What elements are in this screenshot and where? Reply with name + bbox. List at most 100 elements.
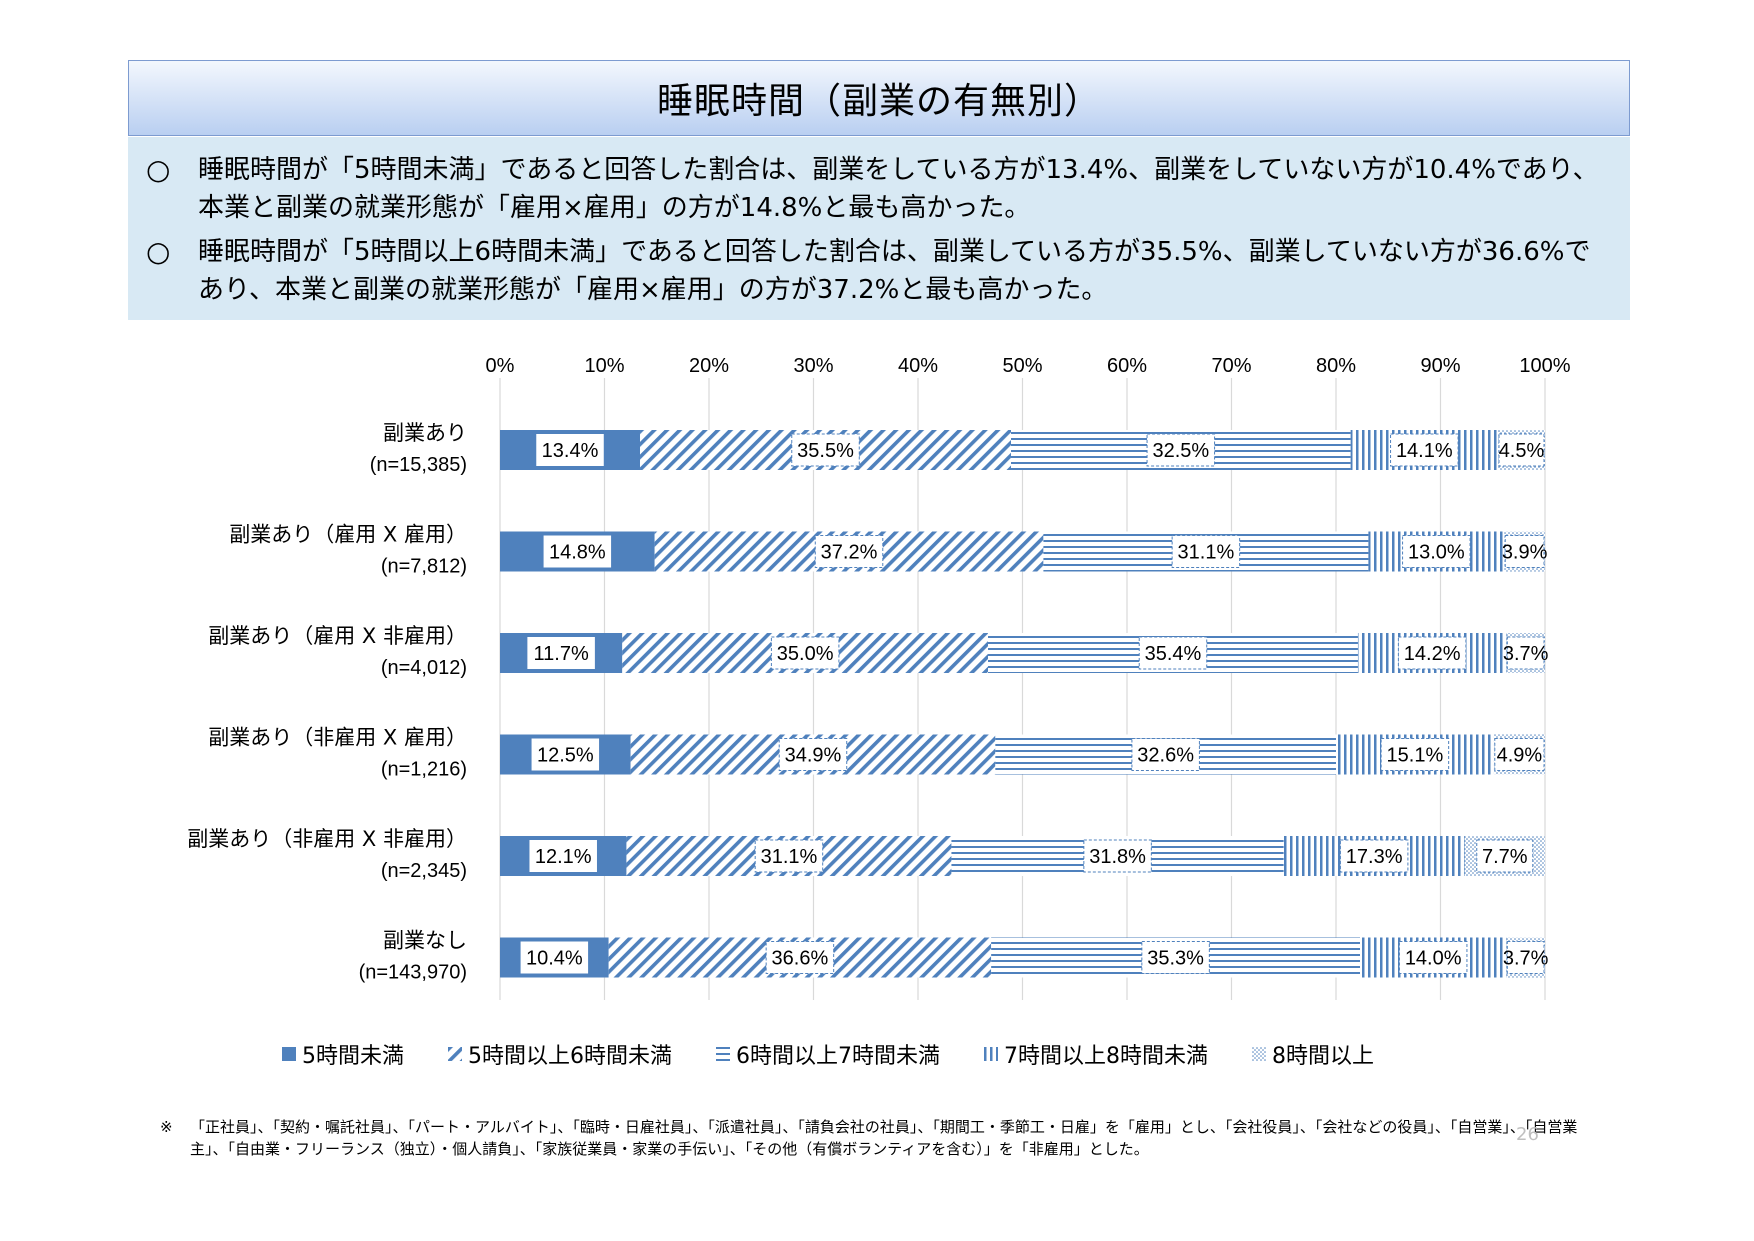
bullet-circle-icon: ○ (146, 235, 171, 268)
data-label-box (1476, 839, 1534, 873)
legend-label: 8時間以上 (1272, 1044, 1374, 1069)
data-label-box (814, 535, 884, 568)
legend-item: 5時間以上6時間未満 (448, 1038, 672, 1070)
data-label: 31.1% (761, 846, 818, 868)
legend-swatch-icon (448, 1047, 462, 1061)
data-label-box (765, 941, 835, 974)
stacked-bar-chart: 0% 10% 20% 30% 40% 50% 60% 70% 80% 90% 100% 副業あり (n… (187, 355, 1571, 1000)
x-tick-label: 60% (1107, 355, 1147, 377)
x-tick-label: 40% (898, 355, 938, 377)
x-tick-label: 20% (689, 355, 729, 377)
legend-label: 6時間以上7時間未満 (736, 1044, 940, 1069)
category-label: 副業あり（非雇用 X 雇用） (208, 726, 467, 750)
data-label: 14.1% (1396, 440, 1453, 462)
data-label-box (1138, 636, 1208, 670)
data-label-box (1339, 839, 1409, 873)
data-label-box (1397, 636, 1467, 670)
data-label: 11.7% (534, 643, 589, 665)
x-tick-label: 50% (1002, 355, 1042, 377)
data-label-box (529, 840, 597, 872)
data-label: 7.7% (1482, 846, 1528, 868)
data-label: 35.4% (1145, 643, 1202, 665)
data-label-box (527, 637, 595, 669)
bullet-circle-icon: ○ (146, 153, 171, 186)
data-label: 31.1% (1178, 542, 1235, 564)
data-label: 35.3% (1147, 948, 1204, 970)
category-label: 副業あり（雇用 X 雇用） (229, 523, 467, 547)
summary-bullet: ○ 睡眠時間が「5時間以上6時間未満」であると回答した割合は、副業している方が3… (146, 233, 1612, 309)
data-label-box (1402, 535, 1471, 568)
legend-label: 5時間以上6時間未満 (468, 1044, 672, 1069)
data-label-box (1390, 433, 1459, 467)
data-label: 32.6% (1137, 745, 1194, 767)
category-n-label: (n=7,812) (381, 556, 467, 578)
category-label: 副業あり（非雇用 X 非雇用） (187, 827, 467, 851)
x-tick-label: 80% (1316, 355, 1356, 377)
page-number: 26 (1516, 1124, 1539, 1145)
data-label-box (1504, 535, 1545, 568)
legend-label: 7時間以上8時間未満 (1004, 1044, 1208, 1069)
data-label-box (1131, 738, 1200, 771)
data-label: 4.9% (1497, 745, 1543, 767)
x-tick-label: 100% (1519, 355, 1570, 377)
legend-swatch-icon (282, 1047, 296, 1061)
data-label: 13.4% (542, 440, 599, 462)
data-label-box (520, 941, 589, 974)
title-banner: 睡眠時間（副業の有無別） (128, 60, 1630, 136)
data-label: 14.2% (1404, 643, 1461, 665)
data-label: 17.3% (1346, 846, 1403, 868)
chart-legend: 5時間未満 5時間以上6時間未満 6時間以上7時間未満 7時間以上8時間未満 8時間以上 (282, 1036, 1542, 1072)
x-tick-label: 90% (1420, 355, 1460, 377)
legend-item: 5時間未満 (282, 1038, 404, 1070)
data-label-box (531, 738, 600, 771)
category-label: 副業あり（雇用 X 非雇用） (208, 624, 467, 648)
data-label: 3.7% (1503, 643, 1549, 665)
data-label: 32.5% (1152, 440, 1209, 462)
data-label: 15.1% (1387, 745, 1444, 767)
footnote: ※ 「正社員」、「契約・嘱託社員」、「パート・アルバイト」、「臨時・日雇社員」、… (160, 1116, 1580, 1160)
data-label: 35.5% (797, 440, 854, 462)
x-tick-label: 70% (1211, 355, 1251, 377)
category-n-label: (n=1,216) (381, 759, 467, 781)
x-tick-label: 10% (584, 355, 624, 377)
data-label-box (1171, 535, 1241, 568)
legend-item: 7時間以上8時間未満 (984, 1038, 1208, 1070)
legend-swatch-icon (984, 1047, 998, 1061)
data-label: 3.9% (1502, 542, 1548, 564)
data-label-box (1141, 941, 1210, 974)
data-label-box (543, 535, 612, 568)
category-n-label: (n=143,970) (359, 962, 467, 984)
category-label: 副業なし (383, 929, 467, 953)
category-label: 副業あり (383, 421, 467, 445)
page-title: 睡眠時間（副業の有無別） (656, 81, 1101, 122)
data-label-box (791, 433, 860, 467)
data-label-box (1498, 433, 1545, 467)
summary-text: 睡眠時間が「5時間以上6時間未満」であると回答した割合は、副業している方が35.… (198, 237, 1591, 305)
data-label: 37.2% (821, 542, 878, 564)
data-label: 14.0% (1405, 948, 1462, 970)
data-label: 35.0% (777, 643, 834, 665)
x-tick-label: 0% (486, 355, 515, 377)
summary-text: 睡眠時間が「5時間未満」であると回答した割合は、副業をしている方が13.4%、副… (198, 155, 1599, 223)
data-label-box (1146, 433, 1216, 467)
data-label-box (1506, 636, 1545, 670)
data-label-box (754, 839, 824, 873)
legend-swatch-icon (716, 1047, 730, 1061)
data-label-box (1506, 941, 1545, 974)
data-label-box (1380, 738, 1450, 771)
footnote-text: 「正社員」、「契約・嘱託社員」、「パート・アルバイト」、「臨時・日雇社員」、「派… (190, 1118, 1578, 1158)
data-label: 12.5% (537, 745, 594, 767)
data-label-box (1494, 738, 1545, 771)
data-label: 10.4% (526, 948, 583, 970)
footnote-mark: ※ (160, 1118, 173, 1136)
legend-item: 6時間以上7時間未満 (716, 1038, 940, 1070)
data-label: 3.7% (1503, 948, 1549, 970)
summary-bullet: ○ 睡眠時間が「5時間未満」であると回答した割合は、副業をしている方が13.4%… (146, 151, 1612, 227)
category-n-label: (n=4,012) (381, 657, 467, 679)
data-label-box (1083, 839, 1152, 873)
summary-box: ○ 睡眠時間が「5時間未満」であると回答した割合は、副業をしている方が13.4%… (128, 137, 1630, 320)
data-label: 13.0% (1408, 542, 1465, 564)
data-label-box (1398, 941, 1468, 974)
legend-item: 8時間以上 (1252, 1038, 1374, 1070)
data-label-box (770, 636, 840, 670)
